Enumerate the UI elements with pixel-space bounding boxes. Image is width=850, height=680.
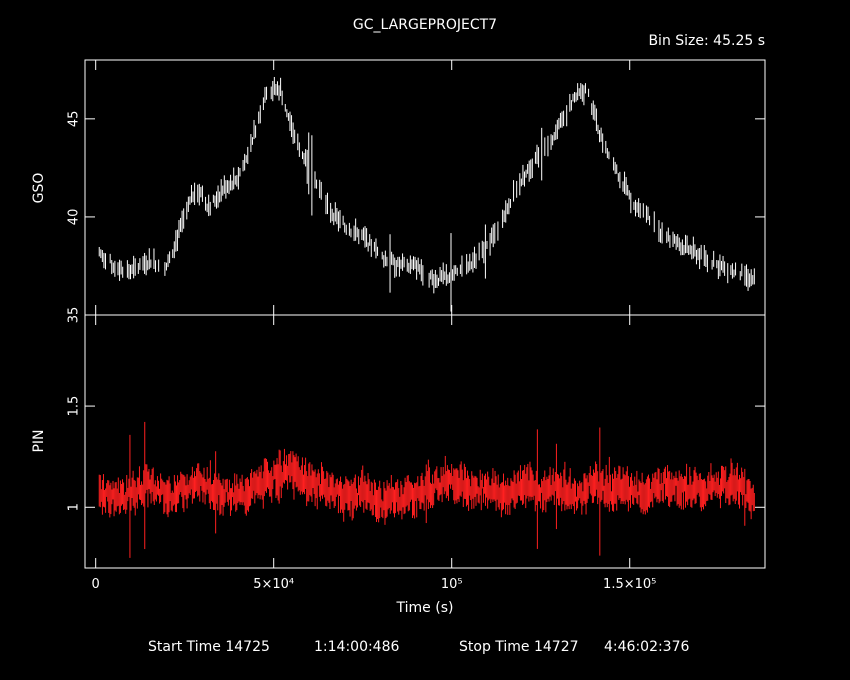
stop-time-label: Stop Time 14727 xyxy=(459,639,579,655)
stop-time-value: 4:46:02:376 xyxy=(604,639,690,655)
pin-panel: 11.5 xyxy=(67,314,766,569)
pin-frame xyxy=(84,314,766,569)
start-time-value: 1:14:00:486 xyxy=(314,639,400,655)
pin-axis-label: PIN xyxy=(31,429,47,452)
gso-frame xyxy=(84,59,766,316)
x-tick-label: 0 xyxy=(92,577,100,592)
gso-y-tick-label: 45 xyxy=(67,111,82,128)
gso-panel: 35 40 45 xyxy=(67,59,766,324)
x-tick-label: 1.5×10⁵ xyxy=(603,577,656,592)
start-time-label: Start Time 14725 xyxy=(148,639,270,655)
gso-y-tick-label: 40 xyxy=(67,209,82,226)
chart-title: GC_LARGEPROJECT7 xyxy=(353,17,497,33)
x-axis-label: Time (s) xyxy=(396,600,454,616)
x-tick-label: 10⁵ xyxy=(441,577,463,592)
x-axis: 0 5×10⁴ 10⁵ 1.5×10⁵ xyxy=(92,577,657,592)
gso-axis-label: GSO xyxy=(31,173,47,204)
pin-y-tick-label: 1.5 xyxy=(67,396,82,417)
bin-size-label: Bin Size: 45.25 s xyxy=(648,33,765,49)
gso-y-tick-label: 35 xyxy=(67,307,82,324)
x-tick-label: 5×10⁴ xyxy=(253,577,294,592)
pin-y-tick-label: 1 xyxy=(67,503,82,511)
